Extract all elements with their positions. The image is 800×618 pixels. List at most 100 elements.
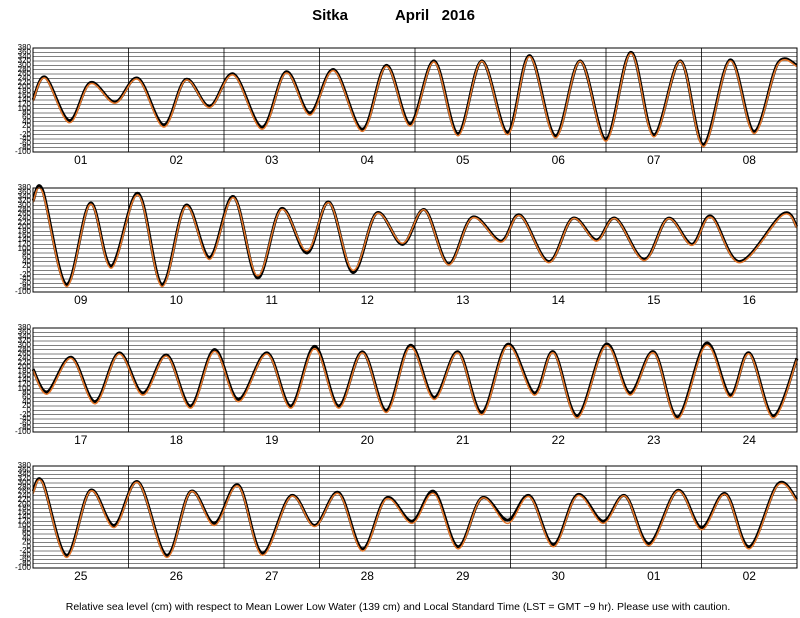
x-tick-label: 15 — [647, 293, 661, 307]
y-tick-label: 380 — [18, 461, 32, 470]
y-tick-label: 160 — [18, 231, 32, 240]
tide-line — [32, 52, 798, 148]
x-tick-label: 18 — [170, 433, 184, 447]
y-tick-label: 120 — [18, 239, 32, 248]
y-tick-label: 340 — [18, 332, 32, 341]
y-tick-label: 380 — [18, 323, 32, 332]
x-tick-label: 19 — [265, 433, 279, 447]
plot-frame — [32, 465, 798, 569]
y-tick-label: 100 — [18, 244, 32, 253]
x-tick-label: 28 — [361, 569, 375, 583]
y-tick-label: -80 — [19, 559, 31, 568]
footnote: Relative sea level (cm) with respect to … — [66, 601, 731, 613]
y-tick-label: -20 — [19, 270, 31, 279]
y-tick-label: 280 — [18, 65, 32, 74]
x-tick-label: 22 — [552, 433, 566, 447]
y-tick-label: 280 — [18, 345, 32, 354]
y-tick-label: 260 — [18, 487, 32, 496]
y-tick-label: 160 — [18, 508, 32, 517]
y-tick-label: 360 — [18, 187, 32, 196]
y-tick-label: 60 — [22, 529, 31, 538]
y-tick-label: 300 — [18, 478, 32, 487]
x-tick-label: 04 — [361, 153, 375, 167]
y-tick-label: 140 — [18, 375, 32, 384]
y-tick-label: 40 — [22, 397, 31, 406]
y-tick-label: 320 — [18, 336, 32, 345]
y-tick-label: 20 — [22, 538, 31, 547]
y-tick-label: 0 — [27, 542, 32, 551]
y-tick-label: -40 — [19, 550, 31, 559]
y-tick-label: -80 — [19, 423, 31, 432]
y-tick-label: 360 — [18, 47, 32, 56]
y-tick-label: 40 — [22, 257, 31, 266]
y-tick-label: 280 — [18, 205, 32, 214]
x-tick-label: 01 — [74, 153, 88, 167]
y-tick-label: 360 — [18, 465, 32, 474]
y-tick-label: 120 — [18, 516, 32, 525]
y-tick-label: 100 — [18, 384, 32, 393]
y-tick-label: 120 — [18, 379, 32, 388]
x-tick-label: 05 — [456, 153, 470, 167]
y-tick-label: 80 — [22, 388, 31, 397]
y-tick-label: 260 — [18, 209, 32, 218]
y-tick-label: 40 — [22, 117, 31, 126]
y-tick-label: 140 — [18, 512, 32, 521]
y-tick-label: -40 — [19, 134, 31, 143]
y-tick-label: 220 — [18, 495, 32, 504]
x-tick-label: 08 — [743, 153, 757, 167]
plot-frame — [32, 327, 798, 433]
x-tick-label: 30 — [552, 569, 566, 583]
y-tick-label: 60 — [22, 252, 31, 261]
y-tick-label: 160 — [18, 91, 32, 100]
tide-line — [32, 186, 798, 288]
x-tick-label: 24 — [743, 433, 757, 447]
x-tick-label: 14 — [552, 293, 566, 307]
y-tick-label: 0 — [27, 125, 32, 134]
x-tick-label: 11 — [266, 293, 279, 307]
x-tick-label: 20 — [361, 433, 375, 447]
y-tick-label: -40 — [19, 274, 31, 283]
y-tick-label: -20 — [19, 410, 31, 419]
y-tick-label: 260 — [18, 349, 32, 358]
x-tick-label: 29 — [456, 569, 470, 583]
x-tick-label: 02 — [170, 153, 184, 167]
y-tick-label: 260 — [18, 69, 32, 78]
x-tick-label: 01 — [647, 569, 661, 583]
x-tick-label: 09 — [74, 293, 88, 307]
y-tick-label: 240 — [18, 491, 32, 500]
y-tick-label: -100 — [15, 427, 32, 436]
y-tick-label: 380 — [18, 43, 32, 52]
tide-line — [32, 344, 798, 420]
y-tick-label: 320 — [18, 474, 32, 483]
y-tick-label: 320 — [18, 56, 32, 65]
y-tick-label: 20 — [22, 121, 31, 130]
y-tick-label: 240 — [18, 73, 32, 82]
y-tick-label: 220 — [18, 358, 32, 367]
x-tick-label: 21 — [456, 433, 470, 447]
y-tick-label: 40 — [22, 533, 31, 542]
y-tick-label: 180 — [18, 86, 32, 95]
y-tick-label: 100 — [18, 521, 32, 530]
y-tick-label: 0 — [27, 265, 32, 274]
y-tick-label: -60 — [19, 555, 31, 564]
chart-title: Sitka — [312, 7, 349, 24]
x-tick-label: 26 — [170, 569, 184, 583]
y-tick-label: 180 — [18, 366, 32, 375]
y-tick-label: -60 — [19, 138, 31, 147]
y-tick-label: 380 — [18, 183, 32, 192]
y-tick-label: 60 — [22, 392, 31, 401]
y-tick-label: -20 — [19, 130, 31, 139]
y-tick-label: 80 — [22, 108, 31, 117]
x-tick-label: 23 — [647, 433, 661, 447]
y-tick-label: 320 — [18, 196, 32, 205]
y-tick-label: 200 — [18, 499, 32, 508]
y-tick-label: 80 — [22, 525, 31, 534]
y-tick-label: -60 — [19, 418, 31, 427]
chart-subtitle: April 2016 — [395, 7, 475, 24]
y-tick-label: -80 — [19, 143, 31, 152]
y-tick-label: 340 — [18, 470, 32, 479]
y-tick-label: 140 — [18, 235, 32, 244]
x-tick-label: 07 — [647, 153, 661, 167]
y-tick-label: 120 — [18, 99, 32, 108]
y-tick-label: 340 — [18, 192, 32, 201]
